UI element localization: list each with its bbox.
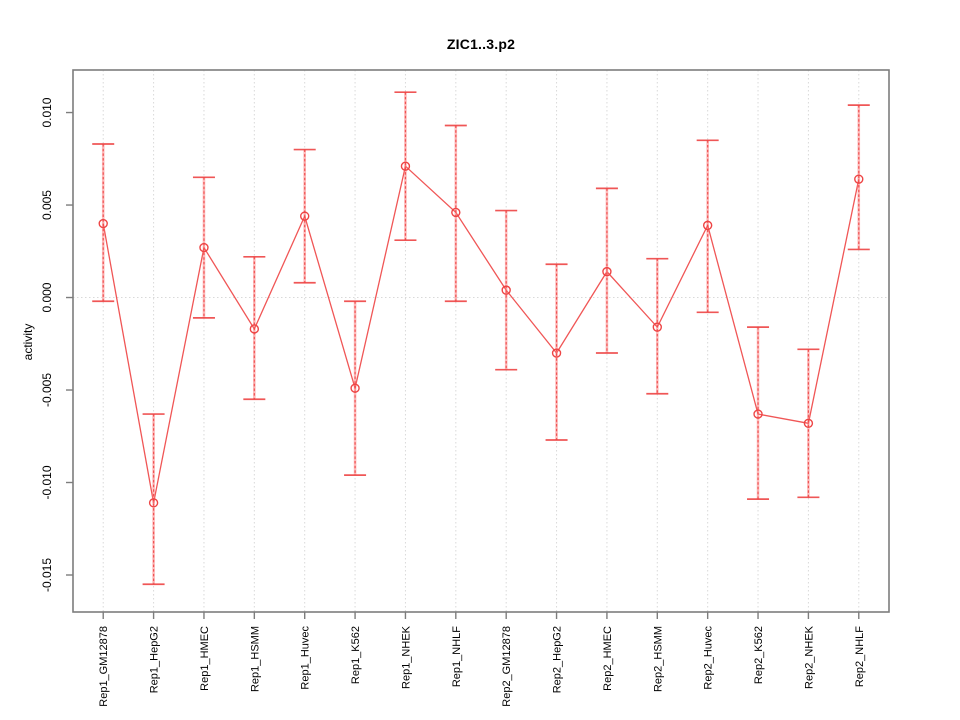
x-tick-label: Rep2_NHEK — [803, 625, 815, 689]
x-tick-label: Rep2_HepG2 — [552, 626, 564, 693]
data-point-marker — [199, 242, 209, 253]
chart-title: ZIC1..3.p2 — [446, 36, 516, 52]
x-tick-label: Rep2_NHLF — [854, 626, 866, 687]
data-point-marker — [753, 409, 763, 419]
x-tick-label: Rep1_K562 — [350, 626, 362, 684]
y-tick-label: 0.010 — [40, 97, 54, 127]
data-point-marker — [451, 207, 461, 218]
data-point-marker — [501, 285, 511, 295]
y-axis-title: activity — [21, 323, 35, 361]
x-tick-label: Rep2_K562 — [753, 626, 765, 684]
data-point-marker — [350, 383, 360, 393]
data-point-marker — [551, 348, 562, 358]
x-tick-label: Rep1_NHLF — [451, 626, 463, 687]
x-tick-label: Rep2_GM12878 — [501, 626, 513, 707]
data-point-marker — [854, 174, 864, 184]
y-tick-label: -0.015 — [40, 558, 54, 592]
x-tick-label: Rep1_HSMM — [249, 626, 261, 692]
data-point-marker — [702, 220, 713, 231]
y-tick-label: 0.000 — [40, 282, 54, 312]
data-point-marker — [400, 161, 411, 171]
data-point-marker — [249, 324, 260, 334]
x-tick-label: Rep1_HMEC — [199, 626, 211, 691]
x-tick-label: Rep1_GM12878 — [98, 626, 110, 707]
data-point-marker — [652, 322, 662, 332]
x-tick-label: Rep2_Huvec — [703, 626, 715, 690]
x-tick-label: Rep2_HMEC — [602, 626, 614, 691]
data-point-marker — [803, 418, 814, 429]
data-point-marker — [98, 218, 108, 229]
y-tick-label: -0.010 — [40, 465, 54, 499]
data-point-marker — [300, 211, 310, 221]
y-tick-label: -0.005 — [40, 373, 54, 407]
x-tick-label: Rep1_NHEK — [400, 625, 412, 689]
data-point-marker — [602, 266, 612, 277]
series-line — [102, 164, 860, 503]
x-tick-label: Rep2_HSMM — [652, 626, 664, 692]
x-tick-label: Rep1_HepG2 — [149, 626, 161, 693]
x-tick-label: Rep1_Huvec — [300, 626, 312, 690]
y-tick-label: 0.005 — [40, 190, 54, 220]
data-point-marker — [148, 498, 159, 508]
plot-border — [72, 69, 890, 613]
